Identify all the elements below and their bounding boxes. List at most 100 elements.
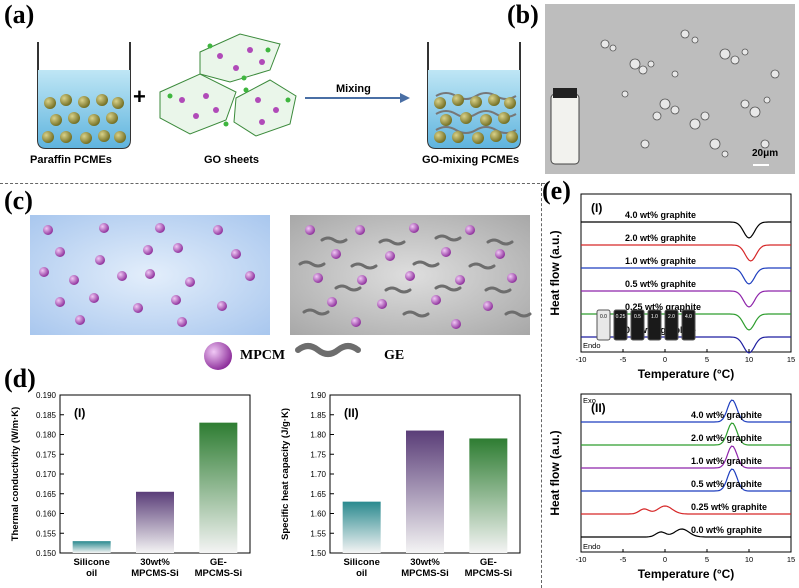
x-tick-label: 10: [745, 355, 753, 364]
plus-sign: +: [133, 84, 146, 109]
vial-label: 0.5: [634, 314, 641, 320]
chart-dsc-heating: -10 -5 0 5 10 15 Temperature (°C) Heat flow (a.…: [548, 193, 795, 381]
series-line: [581, 221, 791, 239]
vial: 0.5: [630, 309, 645, 341]
y-tick-label: 1.70: [310, 470, 326, 479]
x-tick-label: 10: [745, 555, 753, 564]
x-tick-label: 30wt%: [410, 557, 440, 568]
separator-horizontal: [0, 183, 545, 184]
beaker-left: [37, 42, 131, 149]
series-line: [581, 399, 791, 423]
x-tick-label: 5: [705, 355, 709, 364]
series-label: 4.0 wt% graphite: [625, 210, 696, 220]
series-line: [581, 267, 791, 285]
y-tick-label: 0.150: [36, 549, 57, 558]
series-label: 0.5 wt% graphite: [625, 279, 696, 289]
series-line: [581, 244, 791, 262]
micrograph: [545, 4, 795, 174]
x-tick-label: -5: [620, 355, 627, 364]
legend-ge: GE: [384, 348, 405, 363]
vial-body: [681, 309, 696, 341]
x-tick-label: oil: [356, 568, 367, 579]
bar: [406, 430, 444, 553]
chart-panel-label: (I): [591, 201, 602, 215]
vial: 0.0: [596, 309, 611, 341]
vial-label: 4.0: [685, 314, 692, 320]
y-tick-label: 0.175: [36, 450, 57, 459]
x-tick-label: 15: [787, 555, 795, 564]
vial: 4.0: [681, 309, 696, 341]
x-tick-label: MPCMS-Si: [195, 568, 243, 579]
y-tick-label: 0.160: [36, 510, 57, 519]
y-tick-label: 0.190: [36, 391, 57, 400]
vial-body: [647, 309, 662, 341]
chart-dsc-cooling: -10 -5 0 5 10 15 Temperature (°C) Heat flow (a.…: [548, 393, 795, 581]
bar: [469, 438, 508, 553]
panel-c-illustration: [30, 215, 532, 370]
y-tick-label: 1.75: [310, 450, 326, 459]
x-axis-label: Temperature (°C): [638, 367, 735, 381]
y-tick-label: 1.50: [310, 549, 326, 558]
x-tick-label: 0: [663, 355, 667, 364]
endo-label: Endo: [583, 542, 601, 551]
x-tick-label: 30wt%: [140, 557, 170, 568]
panel-a-illustration: + Mixing: [37, 33, 521, 149]
chart-panel-label: (II): [591, 401, 606, 415]
exo-label: Exo: [583, 396, 596, 405]
scale-bar-label: 20μm: [752, 148, 779, 159]
y-axis-label: Thermal conductivity (W/m·K): [10, 407, 21, 542]
y-axis-label: Heat flow (a.u.): [548, 430, 562, 515]
legend-mpcm: MPCM: [240, 348, 286, 363]
y-axis-label: Heat flow (a.u.): [548, 230, 562, 315]
y-tick-label: 0.170: [36, 470, 57, 479]
y-tick-label: 1.65: [310, 490, 326, 499]
vial-body: [630, 309, 645, 341]
chart-specific-heat: 1.50 1.55 1.60 1.65 1.70 1.75 1.80 1.85 1.90 Sili…: [280, 391, 521, 579]
y-tick-label: 1.60: [310, 510, 326, 519]
series-label: 2.0 wt% graphite: [625, 233, 696, 243]
vial-label: 1.0: [651, 314, 658, 320]
series-label: 2.0 wt% graphite: [691, 433, 762, 443]
y-tick-label: 1.55: [310, 529, 326, 538]
series-line: [581, 468, 791, 492]
x-tick-label: -10: [576, 355, 587, 364]
y-tick-label: 1.90: [310, 391, 326, 400]
y-tick-label: 0.185: [36, 411, 57, 420]
y-tick-label: 1.80: [310, 431, 326, 440]
bar: [342, 501, 381, 553]
series-label: 0.25 wt% graphite: [691, 502, 767, 512]
vial-body: [664, 309, 679, 341]
vial-label: 2.0: [668, 314, 675, 320]
x-tick-label: oil: [86, 568, 97, 579]
y-tick-label: 0.165: [36, 490, 57, 499]
plot-frame: [580, 393, 792, 553]
panel-c-label: (c): [4, 186, 33, 215]
series-label: 1.0 wt% graphite: [625, 256, 696, 266]
x-tick-label: MPCMS-Si: [465, 568, 513, 579]
plot-frame: [580, 193, 792, 353]
vial: 0.25: [613, 309, 628, 341]
panel-b-label: (b): [507, 0, 539, 29]
y-axis-label: Specific heat capacity (J/g·K): [280, 408, 291, 540]
beaker-right: [427, 42, 521, 149]
caption-go-sheets: GO sheets: [204, 154, 260, 166]
x-tick-label: -5: [620, 555, 627, 564]
vial-body: [613, 309, 628, 341]
y-tick-label: 1.85: [310, 411, 326, 420]
bar: [199, 422, 238, 553]
series-label: 0.5 wt% graphite: [691, 479, 762, 489]
vial-body: [596, 309, 611, 341]
caption-paraffin: Paraffin PCMEs: [30, 154, 112, 166]
panel-a-label: (a): [4, 0, 35, 29]
x-axis-label: Temperature (°C): [638, 567, 735, 581]
vial: 1.0: [647, 309, 662, 341]
x-tick-label: Silicone: [343, 557, 379, 568]
chart-panel-label: (II): [344, 406, 359, 420]
micrograph-droplets: [550, 29, 780, 166]
x-tick-label: GE-: [210, 557, 227, 568]
panel-d-label: (d): [4, 364, 36, 393]
y-tick-label: 0.180: [36, 431, 57, 440]
series-line: [581, 505, 791, 515]
bar: [72, 541, 111, 553]
series-line: [581, 445, 791, 469]
